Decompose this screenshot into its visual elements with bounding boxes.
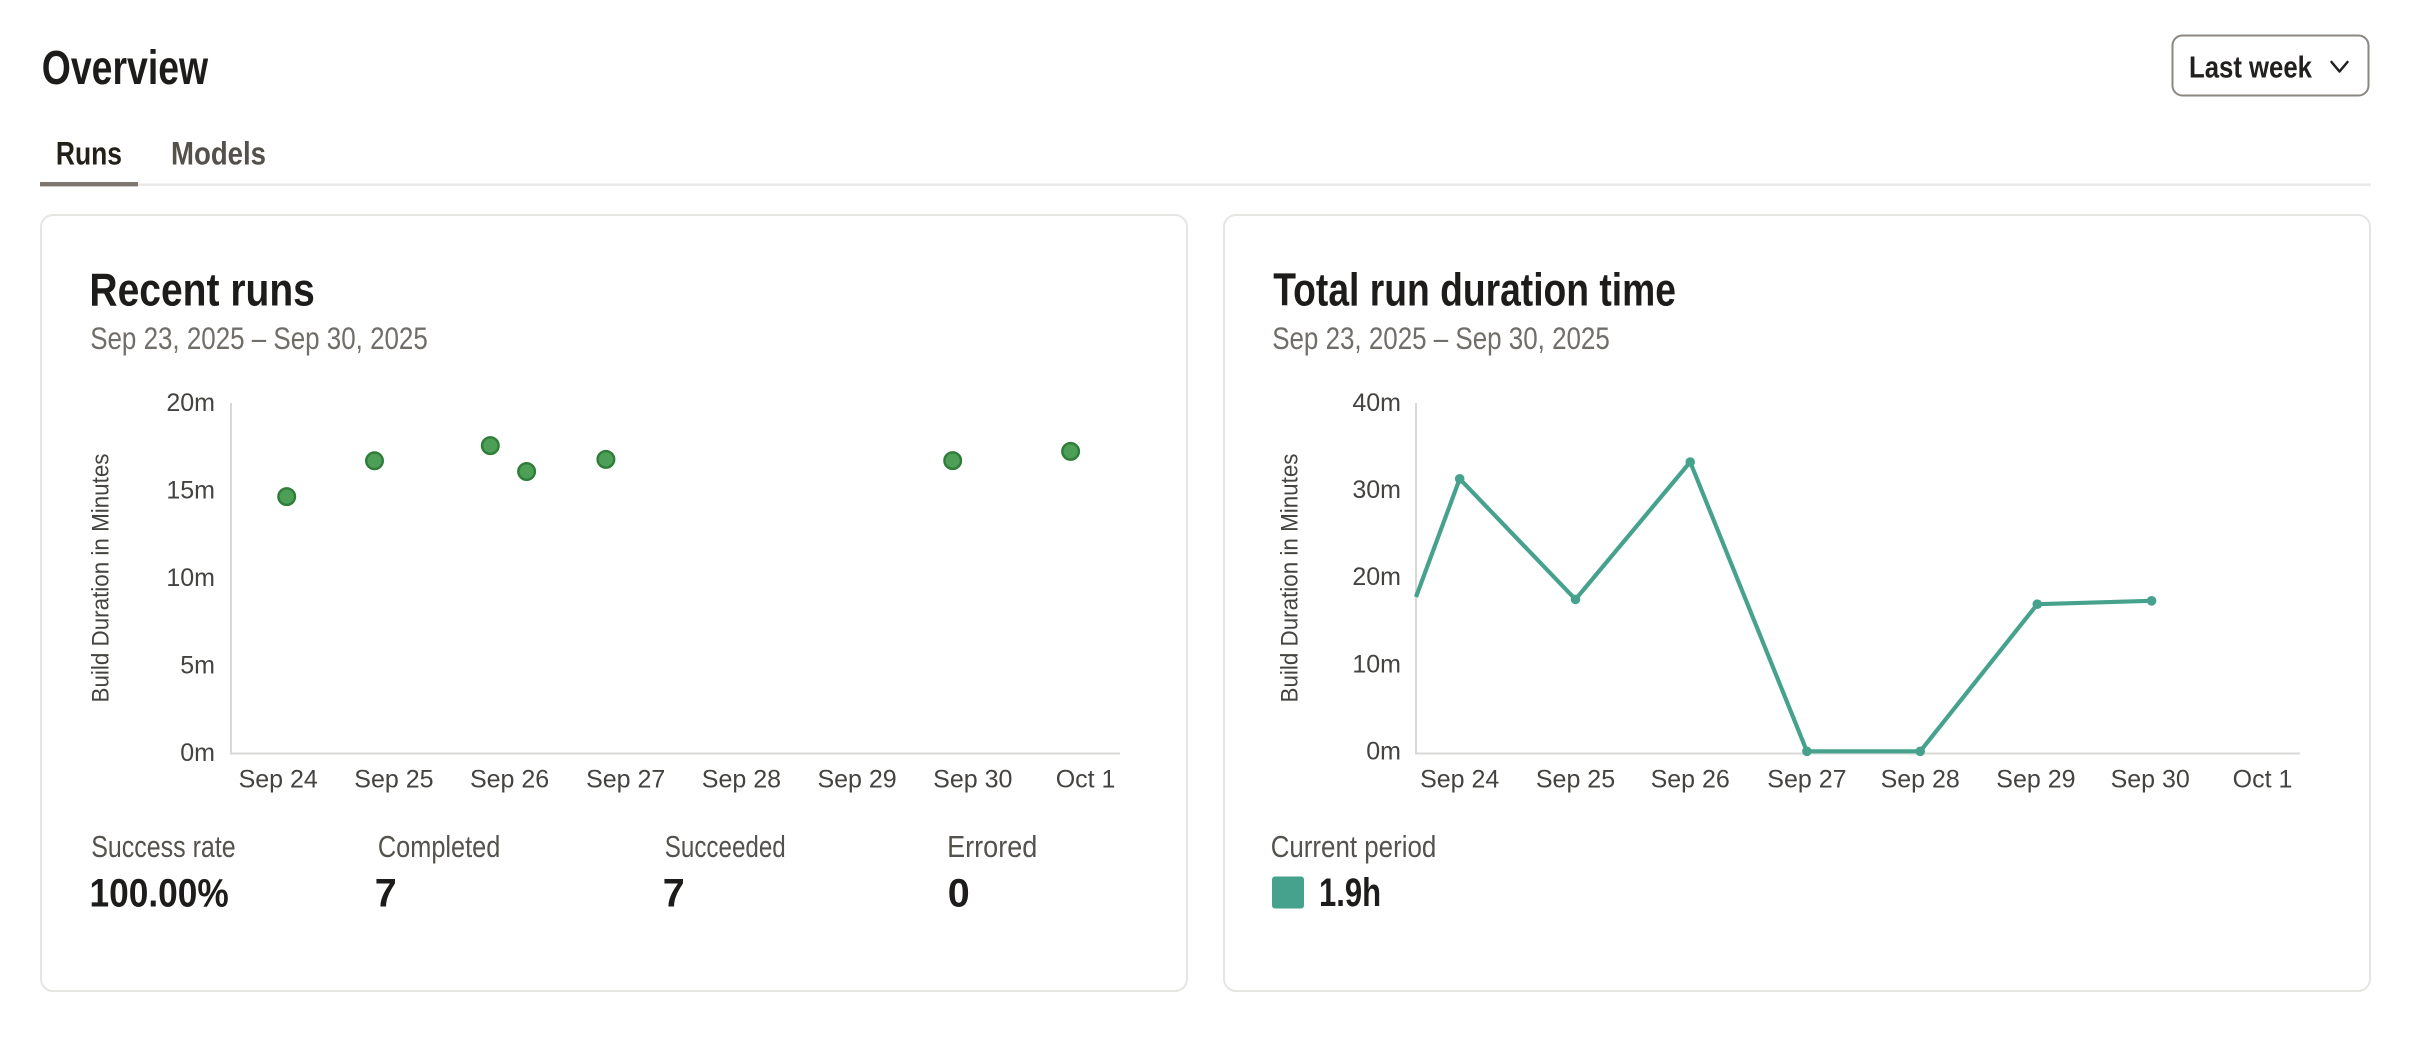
svg-text:Oct 1: Oct 1 [2233, 765, 2293, 793]
svg-text:5m: 5m [180, 652, 215, 680]
svg-text:Build Duration in Minutes: Build Duration in Minutes [1277, 454, 1304, 703]
svg-text:Sep 28: Sep 28 [702, 765, 781, 793]
svg-text:Sep 28: Sep 28 [1881, 765, 1960, 793]
svg-text:0: 0 [948, 871, 970, 915]
svg-text:Oct 1: Oct 1 [1056, 765, 1116, 793]
svg-text:7: 7 [375, 871, 397, 915]
svg-text:Sep 30: Sep 30 [933, 765, 1012, 793]
svg-text:Completed: Completed [378, 829, 500, 864]
svg-text:Sep 25: Sep 25 [354, 765, 433, 793]
svg-text:Sep 29: Sep 29 [817, 765, 896, 793]
svg-text:30m: 30m [1352, 476, 1401, 504]
svg-text:Sep 24: Sep 24 [1420, 765, 1499, 793]
svg-text:Models: Models [171, 135, 266, 171]
svg-text:Success rate: Success rate [91, 829, 236, 864]
svg-text:Runs: Runs [56, 135, 122, 171]
svg-text:15m: 15m [166, 477, 215, 505]
svg-text:20m: 20m [1352, 563, 1401, 591]
svg-text:Recent runs: Recent runs [89, 263, 315, 315]
svg-text:0m: 0m [180, 739, 215, 767]
svg-text:Sep 23, 2025 – Sep 30, 2025: Sep 23, 2025 – Sep 30, 2025 [1272, 320, 1610, 356]
svg-text:Sep 24: Sep 24 [239, 765, 318, 793]
svg-text:Sep 27: Sep 27 [1767, 765, 1846, 793]
svg-text:Sep 26: Sep 26 [470, 765, 549, 793]
svg-text:Last week: Last week [2189, 50, 2313, 85]
svg-text:Sep 25: Sep 25 [1536, 765, 1615, 793]
svg-text:1.9h: 1.9h [1319, 871, 1381, 915]
svg-text:Overview: Overview [42, 42, 209, 95]
svg-text:7: 7 [663, 871, 685, 915]
svg-text:10m: 10m [1352, 650, 1401, 678]
svg-text:0m: 0m [1366, 737, 1401, 765]
svg-text:10m: 10m [166, 564, 215, 592]
svg-text:Sep 29: Sep 29 [1996, 765, 2075, 793]
svg-text:Build Duration in Minutes: Build Duration in Minutes [88, 454, 115, 703]
svg-text:Sep 23, 2025 – Sep 30, 2025: Sep 23, 2025 – Sep 30, 2025 [90, 320, 428, 356]
svg-text:20m: 20m [166, 389, 215, 417]
svg-text:Total run duration time: Total run duration time [1273, 263, 1676, 315]
svg-text:Sep 30: Sep 30 [2111, 765, 2190, 793]
svg-text:40m: 40m [1352, 389, 1401, 417]
svg-text:Succeeded: Succeeded [665, 829, 786, 864]
svg-text:100.00%: 100.00% [90, 871, 229, 915]
svg-text:Current period: Current period [1271, 829, 1437, 864]
svg-text:Sep 27: Sep 27 [586, 765, 665, 793]
svg-text:Sep 26: Sep 26 [1651, 765, 1730, 793]
svg-text:Errored: Errored [947, 829, 1037, 864]
